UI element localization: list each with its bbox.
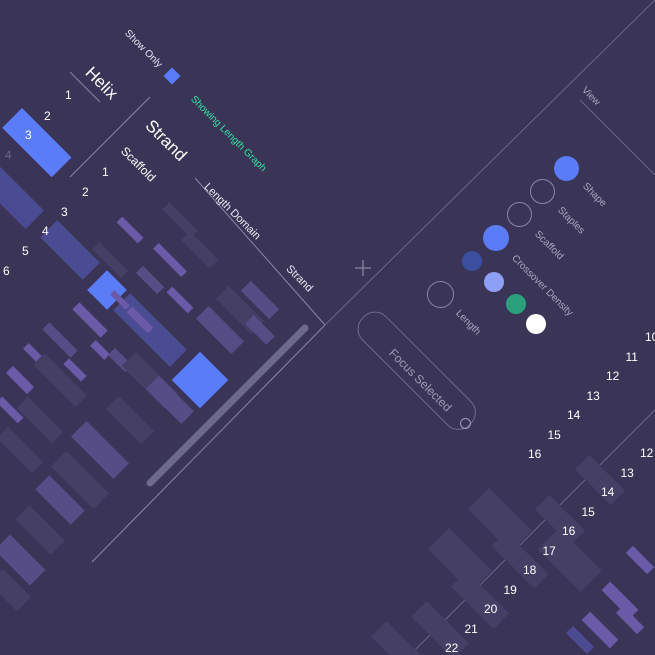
graph-block [162,202,198,238]
graph-block [166,286,194,314]
strand-length-graph [371,455,655,655]
graph-block [411,601,469,655]
graph-block [181,231,219,269]
length-toggle[interactable] [427,281,454,308]
graph-block [16,396,64,444]
graph-block [0,568,32,612]
graph-block [145,375,195,425]
graph-block [0,426,44,474]
scrollbar[interactable] [146,324,309,487]
row-number-b[interactable]: 20 [484,602,498,616]
graph-block [153,243,187,277]
row-number-b[interactable]: 19 [503,582,517,597]
graph-block [601,581,639,619]
helix-row-2[interactable]: 2 [44,109,51,123]
row-number-b[interactable]: 15 [581,504,595,519]
scaffold-row-3[interactable]: 3 [61,205,68,219]
graph-block [535,495,585,545]
graph-block [565,625,595,655]
graph-block [468,488,532,552]
row-number-b[interactable]: 16 [562,524,576,538]
graph-block [51,451,109,509]
row-number-b[interactable]: 17 [542,543,556,558]
scaffold-row-2[interactable]: 2 [82,185,89,199]
graph-block [245,315,275,345]
scaffold-row-4[interactable]: 4 [42,224,49,238]
scaffold-row-1[interactable]: 1 [102,165,109,179]
row-number-b[interactable]: 14 [601,485,615,499]
row-number-b[interactable]: 18 [523,563,537,577]
scaffold-toggle[interactable] [507,202,532,227]
row-number-b[interactable]: 13 [620,465,634,480]
graph-block [42,322,78,358]
scaffold-row-6[interactable]: 6 [3,264,10,278]
helix-row-1[interactable]: 1 [65,88,72,102]
crossover-density-toggle[interactable] [483,225,509,251]
graph-block [126,306,154,334]
staples-toggle[interactable] [530,179,555,204]
graph-block [71,421,129,479]
row-number-b[interactable]: 21 [464,621,478,636]
graph-block [428,528,492,592]
row-number-a[interactable]: 15 [547,427,561,442]
swatch-dark-blue[interactable] [462,251,482,271]
graph-block [105,395,155,445]
row-number-a[interactable]: 10 [645,330,655,344]
graph-block [615,605,645,635]
row-number-a[interactable]: 12 [606,369,620,383]
graph-block [63,358,87,382]
graph-block [575,455,625,505]
graph-block [110,290,130,310]
graph-block [625,545,655,575]
swatch-light-blue[interactable] [484,272,504,292]
graph-block [35,475,85,525]
search-icon [460,418,471,429]
swatch-white[interactable] [526,314,546,334]
graph-block [90,340,110,360]
graph-block [581,611,619,649]
graph-block [0,396,24,424]
row-number-b[interactable]: 22 [445,641,459,655]
graph-block [33,353,87,407]
row-number-a[interactable]: 13 [586,388,600,403]
graph-block [0,534,46,586]
graph-block [371,621,429,655]
row-number-a[interactable]: 16 [528,447,542,461]
graph-block [116,216,144,244]
helix-row-4[interactable]: 4 [5,148,12,162]
row-number-b[interactable]: 12 [640,446,654,460]
swatch-green[interactable] [506,294,526,314]
graph-block [72,302,108,338]
graph-block [15,505,65,555]
shape-toggle[interactable] [554,156,579,181]
plus-icon [355,260,371,276]
graph-block [5,365,35,395]
graph-block [92,242,128,278]
graph-block [40,220,100,280]
scaffold-row-5[interactable]: 5 [22,244,29,258]
row-number-a[interactable]: 14 [567,408,581,422]
graph-block [195,305,245,355]
graph-block [0,161,44,229]
helix-row-3[interactable]: 3 [25,128,32,142]
graph-block [135,265,165,295]
graph-block [538,528,602,592]
row-number-a[interactable]: 11 [625,349,638,364]
graph-block [240,280,280,320]
